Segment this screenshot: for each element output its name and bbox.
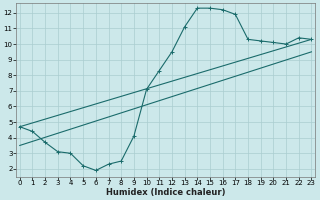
- X-axis label: Humidex (Indice chaleur): Humidex (Indice chaleur): [106, 188, 225, 197]
